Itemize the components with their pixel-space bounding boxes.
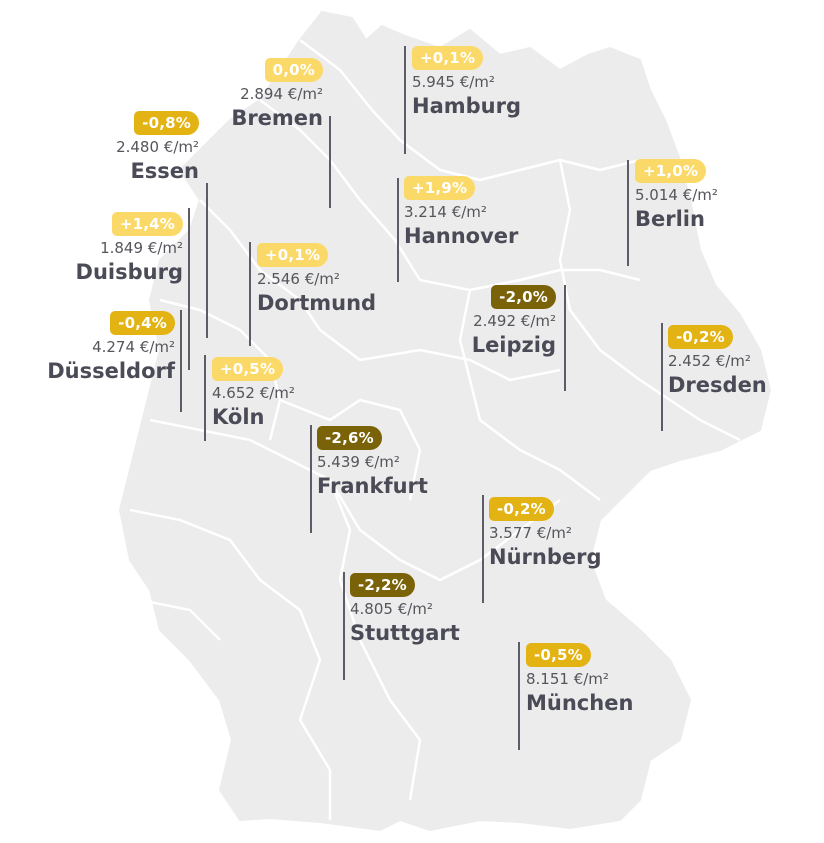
leader-line-bremen xyxy=(329,116,331,208)
price-per-sqm: 5.945 €/m² xyxy=(412,73,495,91)
city-label-essen: -0,8% 2.480 €/m² Essen xyxy=(116,111,199,185)
city-name: Frankfurt xyxy=(317,474,428,498)
price-change-badge: +1,4% xyxy=(111,212,183,236)
city-label-stuttgart: -2,2% 4.805 €/m² Stuttgart xyxy=(350,573,460,647)
price-change-badge: 0,0% xyxy=(264,58,323,82)
germany-land-shape xyxy=(118,10,772,832)
price-change-badge: -0,2% xyxy=(489,497,554,521)
city-label-dortmund: +0,1% 2.546 €/m² Dortmund xyxy=(257,243,376,317)
border-southwest xyxy=(129,508,332,820)
price-change-badge: +1,9% xyxy=(404,176,476,200)
border-center xyxy=(458,289,601,501)
border-ruhr xyxy=(159,298,282,441)
city-name: Berlin xyxy=(635,207,705,231)
leader-line-stuttgart xyxy=(343,572,345,680)
price-per-sqm: 1.849 €/m² xyxy=(100,239,183,257)
border-northwest xyxy=(259,99,641,292)
city-label-hannover: +1,9% 3.214 €/m² Hannover xyxy=(404,176,518,250)
border-west xyxy=(199,199,561,382)
price-per-sqm: 8.151 €/m² xyxy=(526,670,609,688)
city-name: Nürnberg xyxy=(489,545,602,569)
leader-line-leipzig xyxy=(564,285,566,391)
city-label-bremen: 0,0% 2.894 €/m² Bremen xyxy=(231,58,323,132)
price-per-sqm: 5.014 €/m² xyxy=(635,186,718,204)
border-hesse xyxy=(279,398,422,501)
price-change-badge: -0,2% xyxy=(668,325,733,349)
leader-line-essen xyxy=(206,183,208,338)
border-bavaria xyxy=(328,479,422,801)
city-label-dresden: -0,2% 2.452 €/m² Dresden xyxy=(668,325,767,399)
leader-line-dortmund xyxy=(249,242,251,346)
city-name: Leipzig xyxy=(471,333,556,357)
city-label-berlin: +1,0% 5.014 €/m² Berlin xyxy=(635,159,718,233)
leader-line-koeln xyxy=(204,355,206,441)
price-per-sqm: 2.452 €/m² xyxy=(668,352,751,370)
price-change-badge: -2,2% xyxy=(350,573,415,597)
city-label-duesseldorf: -0,4% 4.274 €/m² Düsseldorf xyxy=(47,311,175,385)
city-label-leipzig: -2,0% 2.492 €/m² Leipzig xyxy=(472,285,556,359)
city-name: München xyxy=(526,691,634,715)
price-per-sqm: 3.214 €/m² xyxy=(404,203,487,221)
price-per-sqm: 5.439 €/m² xyxy=(317,453,400,471)
leader-line-dresden xyxy=(661,323,663,431)
border-saar xyxy=(139,598,221,641)
leader-line-duisburg xyxy=(188,208,190,370)
price-per-sqm: 2.492 €/m² xyxy=(473,312,556,330)
leader-line-hannover xyxy=(397,178,399,282)
city-name: Stuttgart xyxy=(350,621,460,645)
city-label-duisburg: +1,4% 1.849 €/m² Duisburg xyxy=(76,212,183,286)
city-name: Köln xyxy=(212,405,265,429)
city-name: Bremen xyxy=(231,106,323,130)
price-change-badge: -2,0% xyxy=(491,285,556,309)
price-per-sqm: 4.652 €/m² xyxy=(212,384,295,402)
city-name: Dresden xyxy=(668,373,767,397)
price-change-badge: -0,4% xyxy=(110,311,175,335)
price-change-badge: +0,5% xyxy=(212,357,284,381)
city-name: Dortmund xyxy=(257,291,377,315)
city-name: Hannover xyxy=(404,224,519,248)
price-per-sqm: 2.546 €/m² xyxy=(257,270,340,288)
price-per-sqm: 2.480 €/m² xyxy=(116,138,199,156)
leader-line-frankfurt xyxy=(310,425,312,533)
city-label-muenchen: -0,5% 8.151 €/m² München xyxy=(526,643,633,717)
city-label-nuernberg: -0,2% 3.577 €/m² Nürnberg xyxy=(489,497,602,571)
city-label-frankfurt: -2,6% 5.439 €/m² Frankfurt xyxy=(317,426,428,500)
city-name: Düsseldorf xyxy=(47,359,175,383)
border-east xyxy=(558,159,741,442)
price-change-badge: +1,0% xyxy=(635,159,707,183)
city-name: Essen xyxy=(130,159,199,183)
price-change-badge: -2,6% xyxy=(317,426,382,450)
city-label-koeln: +0,5% 4.652 €/m² Köln xyxy=(212,357,295,431)
price-per-sqm: 2.894 €/m² xyxy=(240,85,323,103)
city-label-hamburg: +0,1% 5.945 €/m² Hamburg xyxy=(412,46,521,120)
price-per-sqm: 4.805 €/m² xyxy=(350,600,433,618)
price-change-badge: +0,1% xyxy=(412,46,484,70)
price-change-badge: -0,8% xyxy=(134,111,199,135)
price-per-sqm: 4.274 €/m² xyxy=(92,338,175,356)
price-change-badge: +0,1% xyxy=(257,243,329,267)
state-borders xyxy=(129,39,741,820)
price-change-badge: -0,5% xyxy=(526,643,591,667)
leader-line-muenchen xyxy=(518,642,520,750)
border-rhineland xyxy=(149,418,561,582)
price-per-sqm: 3.577 €/m² xyxy=(489,524,572,542)
leader-line-berlin xyxy=(627,160,629,266)
leader-line-hamburg xyxy=(404,46,406,154)
city-name: Hamburg xyxy=(412,94,521,118)
leader-line-nuernberg xyxy=(482,495,484,603)
border-north xyxy=(299,39,641,182)
leader-line-duesseldorf xyxy=(180,310,182,412)
city-name: Duisburg xyxy=(75,260,183,284)
